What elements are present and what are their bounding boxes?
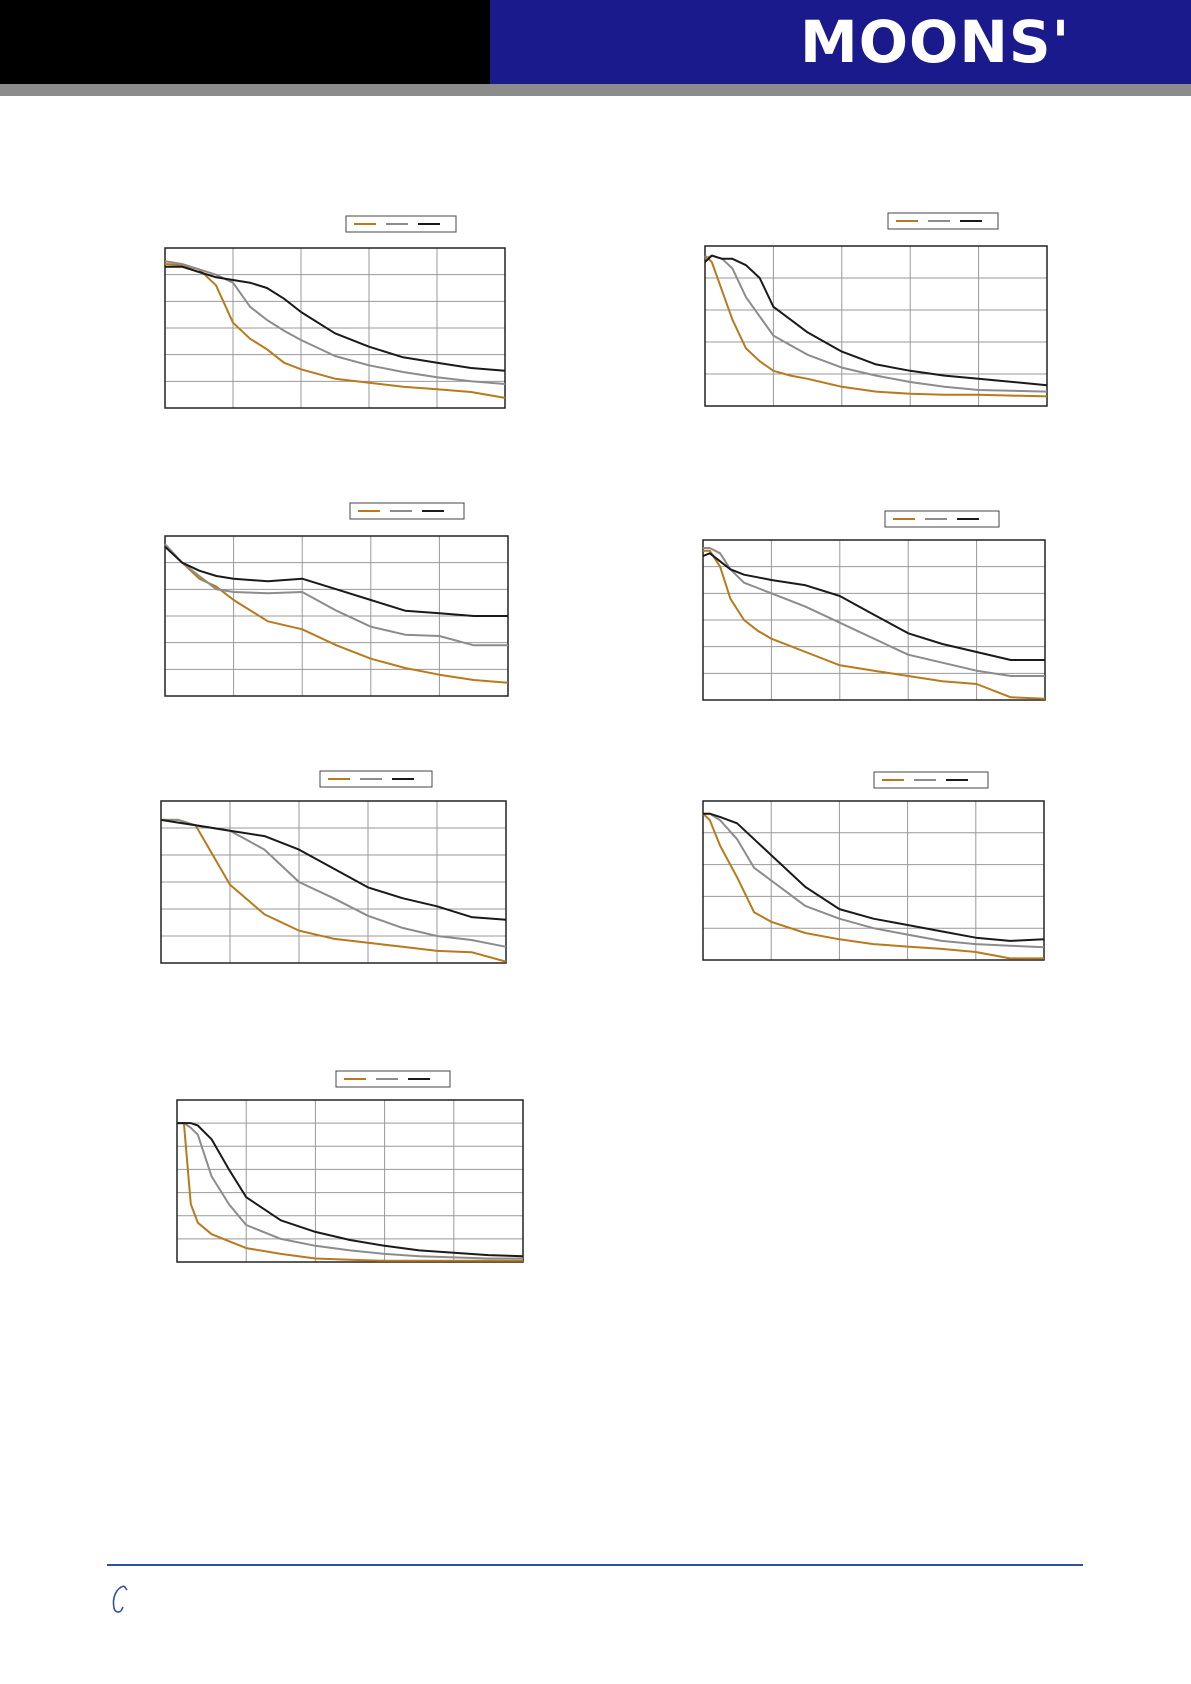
plot-frame [164,247,506,409]
chart-grid [165,248,505,408]
chart-legend [319,770,433,788]
chart-legend [349,502,465,520]
series-line-2 [703,547,1045,677]
plot-frame [160,800,507,964]
series-line-3 [704,254,1048,387]
series-line-3 [160,818,507,921]
phone-icon [112,1585,128,1613]
chart-grid [705,246,1047,406]
series-line-2 [164,543,508,647]
plot-frame [176,1099,524,1263]
chart-legend [335,1070,451,1088]
plot-frame [702,800,1045,961]
header-rule [0,84,1191,96]
series-line-3 [164,545,508,617]
series-line-2 [164,260,506,385]
series-line-3 [702,552,1045,661]
series-line-1 [702,812,1044,960]
series-line-1 [177,1122,523,1262]
series-line-1 [164,545,509,684]
series-line-2 [704,254,1048,393]
chart-legend [345,215,457,233]
series-line-1 [704,254,1048,398]
plot-frame [702,539,1046,701]
series-line-3 [177,1122,524,1258]
chart-grid [177,1100,523,1262]
plot-frame [704,245,1048,407]
series-line-2 [177,1122,523,1260]
chart-grid [161,801,506,963]
series-line-3 [703,812,1045,942]
series-line-2 [703,812,1045,949]
header-right-bar [490,0,1191,84]
chart-legend [884,510,1000,528]
series-line-1 [703,549,1046,700]
footer-rule [107,1564,1083,1566]
brand-logo: MOONS' [800,8,1071,76]
series-line-3 [165,265,506,372]
header-left-bar [0,0,490,84]
chart-legend [887,212,999,230]
chart-legend [873,771,989,789]
